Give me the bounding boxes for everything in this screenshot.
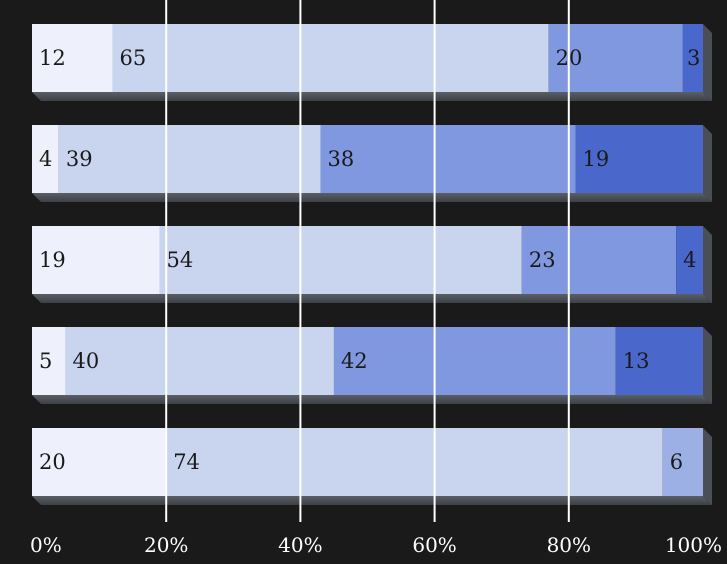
segment-value-label: 40 <box>73 349 100 373</box>
segment-value-label: 13 <box>623 349 650 373</box>
segment-value-label: 4 <box>39 147 52 171</box>
x-axis-ticks: 0% 20% 40% 60% 80% 100% <box>30 533 722 557</box>
segment-value-label: 5 <box>39 349 52 373</box>
bar-shadow <box>32 193 712 202</box>
bar-segment <box>682 24 703 92</box>
bar-shadow <box>32 496 712 505</box>
bar-shadow <box>32 294 712 303</box>
bar-segment <box>521 226 677 294</box>
bar-segment <box>58 125 321 193</box>
bar-segment <box>615 327 703 395</box>
x-tick-label: 40% <box>278 533 322 557</box>
bar-segment <box>320 125 576 193</box>
bar-row <box>32 24 712 101</box>
gridlines <box>165 0 570 522</box>
segment-value-label: 65 <box>120 46 147 70</box>
bar-shadow-side <box>703 125 712 202</box>
bar-segment <box>575 125 703 193</box>
bar-row <box>32 125 712 202</box>
x-tick-label: 0% <box>30 533 62 557</box>
bar-shadow-side <box>703 24 712 101</box>
bar-shadow-side <box>703 428 712 505</box>
segment-labels: 12 65 20 3 4 39 38 19 19 54 23 4 5 40 42 13 20 74 6 <box>39 46 700 474</box>
bar-segment <box>159 226 522 294</box>
segment-value-label: 19 <box>39 248 66 272</box>
segment-value-label: 12 <box>39 46 66 70</box>
segment-value-label: 42 <box>341 349 368 373</box>
bar-segment <box>32 125 59 193</box>
x-tick-label: 80% <box>547 533 591 557</box>
bar-row <box>32 327 712 404</box>
bar-row <box>32 428 712 505</box>
bar-segment <box>65 327 334 395</box>
bar-segment <box>112 24 549 92</box>
bar-segment <box>333 327 616 395</box>
bar-rows <box>32 24 712 505</box>
segment-value-label: 20 <box>39 450 66 474</box>
bar-shadow-side <box>703 327 712 404</box>
bar-shadow <box>32 395 712 404</box>
segment-value-label: 38 <box>328 147 355 171</box>
bar-shadow-side <box>703 226 712 303</box>
bar-segment <box>32 226 160 294</box>
segment-value-label: 20 <box>556 46 583 70</box>
bar-segment <box>32 24 113 92</box>
segment-value-label: 19 <box>583 147 610 171</box>
bar-segment <box>32 428 167 496</box>
segment-value-label: 23 <box>529 248 556 272</box>
segment-value-label: 39 <box>66 147 93 171</box>
bar-segment <box>676 226 703 294</box>
x-tick-label: 20% <box>144 533 188 557</box>
bar-segment <box>662 428 703 496</box>
bar-row <box>32 226 712 303</box>
x-tick-label: 60% <box>412 533 456 557</box>
segment-value-label: 74 <box>173 450 200 474</box>
bar-shadow <box>32 92 712 101</box>
segment-value-label: 6 <box>670 450 683 474</box>
segment-value-label: 3 <box>687 46 700 70</box>
x-tick-label: 100% <box>665 533 722 557</box>
segment-value-label: 54 <box>166 248 193 272</box>
segment-value-label: 4 <box>683 248 696 272</box>
bar-segment <box>548 24 683 92</box>
bar-segment <box>166 428 663 496</box>
bar-segment <box>32 327 66 395</box>
